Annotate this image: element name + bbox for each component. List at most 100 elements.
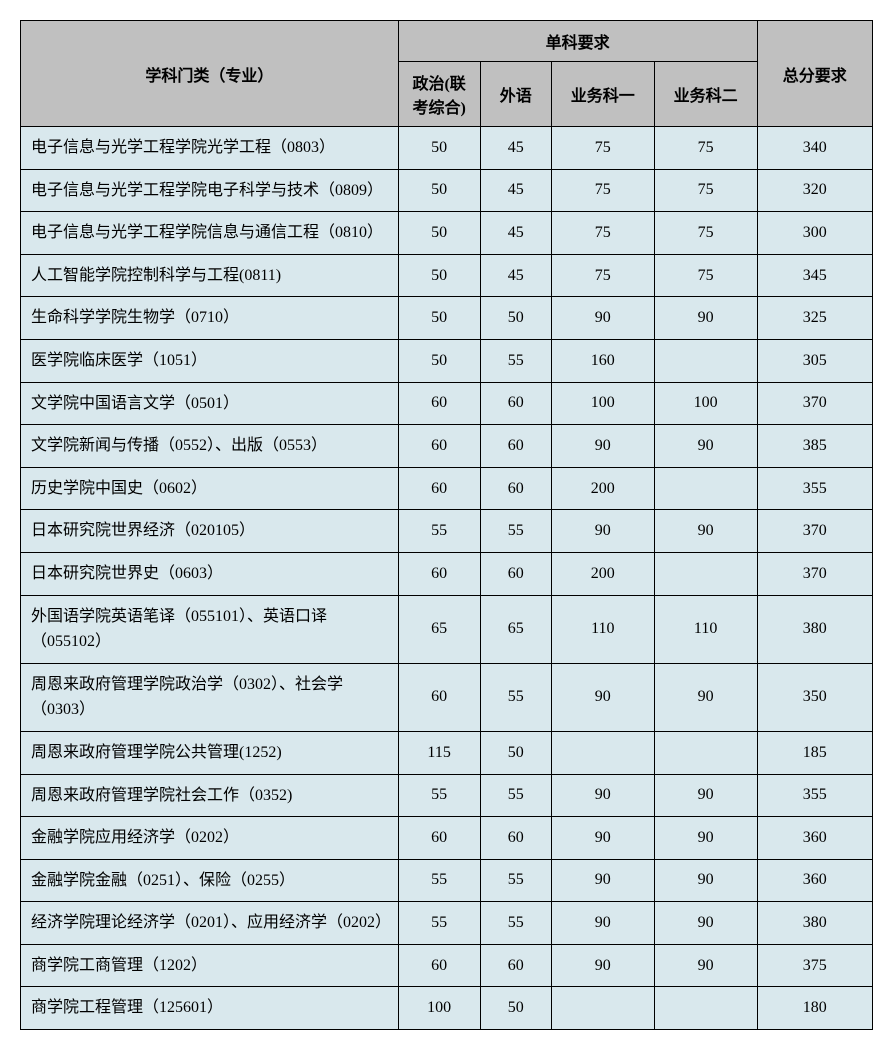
cell-s1: 60 bbox=[398, 425, 480, 468]
header-sub3: 业务科一 bbox=[551, 62, 654, 127]
cell-s3 bbox=[551, 731, 654, 774]
subject-name-cell: 金融学院金融（0251）、保险（0255） bbox=[21, 859, 399, 902]
cell-s2: 55 bbox=[480, 510, 551, 553]
cell-s2: 45 bbox=[480, 169, 551, 212]
cell-s3: 90 bbox=[551, 297, 654, 340]
cell-s2: 55 bbox=[480, 859, 551, 902]
cell-s3: 90 bbox=[551, 774, 654, 817]
cell-total: 375 bbox=[757, 944, 872, 987]
table-row: 商学院工程管理（125601）10050 180 bbox=[21, 987, 873, 1030]
cell-s4: 100 bbox=[654, 382, 757, 425]
subject-name-cell: 经济学院理论经济学（0201）、应用经济学（0202） bbox=[21, 902, 399, 945]
cell-s2: 55 bbox=[480, 902, 551, 945]
cell-total: 320 bbox=[757, 169, 872, 212]
cell-s4: 90 bbox=[654, 510, 757, 553]
table-row: 经济学院理论经济学（0201）、应用经济学（0202）55559090380 bbox=[21, 902, 873, 945]
cell-s1: 55 bbox=[398, 859, 480, 902]
cell-s3: 90 bbox=[551, 902, 654, 945]
cell-s2: 55 bbox=[480, 663, 551, 731]
cell-s1: 65 bbox=[398, 595, 480, 663]
cell-s4: 90 bbox=[654, 663, 757, 731]
cell-s3: 200 bbox=[551, 552, 654, 595]
cell-s3: 90 bbox=[551, 663, 654, 731]
cell-s1: 100 bbox=[398, 987, 480, 1030]
cell-s4 bbox=[654, 731, 757, 774]
table-row: 金融学院金融（0251）、保险（0255）55559090360 bbox=[21, 859, 873, 902]
cell-s1: 50 bbox=[398, 169, 480, 212]
cell-s1: 50 bbox=[398, 127, 480, 170]
cell-s1: 50 bbox=[398, 212, 480, 255]
cell-s1: 60 bbox=[398, 817, 480, 860]
table-row: 电子信息与光学工程学院信息与通信工程（0810）50457575300 bbox=[21, 212, 873, 255]
cell-s2: 55 bbox=[480, 339, 551, 382]
cell-s4 bbox=[654, 339, 757, 382]
subject-name-cell: 文学院中国语言文学（0501） bbox=[21, 382, 399, 425]
cell-s1: 50 bbox=[398, 254, 480, 297]
subject-name-cell: 周恩来政府管理学院公共管理(1252) bbox=[21, 731, 399, 774]
subject-name-cell: 医学院临床医学（1051） bbox=[21, 339, 399, 382]
cell-s1: 55 bbox=[398, 774, 480, 817]
cell-total: 370 bbox=[757, 510, 872, 553]
cell-s3: 75 bbox=[551, 127, 654, 170]
table-row: 历史学院中国史（0602）6060200355 bbox=[21, 467, 873, 510]
cell-total: 355 bbox=[757, 774, 872, 817]
subject-name-cell: 外国语学院英语笔译（055101）、英语口译（055102） bbox=[21, 595, 399, 663]
cell-s2: 60 bbox=[480, 944, 551, 987]
cell-s4 bbox=[654, 987, 757, 1030]
table-row: 日本研究院世界经济（020105）55559090370 bbox=[21, 510, 873, 553]
cell-s2: 60 bbox=[480, 817, 551, 860]
cell-s3 bbox=[551, 987, 654, 1030]
cell-total: 350 bbox=[757, 663, 872, 731]
cell-s2: 60 bbox=[480, 467, 551, 510]
cell-s4 bbox=[654, 467, 757, 510]
cell-s4: 75 bbox=[654, 254, 757, 297]
table-row: 生命科学学院生物学（0710）50509090325 bbox=[21, 297, 873, 340]
header-subject: 学科门类（专业） bbox=[21, 21, 399, 127]
cell-s3: 75 bbox=[551, 254, 654, 297]
subject-name-cell: 电子信息与光学工程学院光学工程（0803） bbox=[21, 127, 399, 170]
cell-s1: 50 bbox=[398, 339, 480, 382]
cell-total: 370 bbox=[757, 382, 872, 425]
header-sub1: 政治(联考综合) bbox=[398, 62, 480, 127]
table-row: 医学院临床医学（1051）5055160 305 bbox=[21, 339, 873, 382]
cell-s2: 50 bbox=[480, 731, 551, 774]
subject-name-cell: 商学院工程管理（125601） bbox=[21, 987, 399, 1030]
header-sub4: 业务科二 bbox=[654, 62, 757, 127]
cell-s2: 60 bbox=[480, 425, 551, 468]
cell-s2: 45 bbox=[480, 212, 551, 255]
cell-s4: 75 bbox=[654, 127, 757, 170]
cell-total: 345 bbox=[757, 254, 872, 297]
subject-name-cell: 文学院新闻与传播（0552）、出版（0553） bbox=[21, 425, 399, 468]
header-sub2: 外语 bbox=[480, 62, 551, 127]
cell-s1: 55 bbox=[398, 510, 480, 553]
table-row: 周恩来政府管理学院政治学（0302）、社会学（0303）60559090350 bbox=[21, 663, 873, 731]
cell-s4 bbox=[654, 552, 757, 595]
cell-s1: 60 bbox=[398, 663, 480, 731]
table-row: 金融学院应用经济学（0202）60609090360 bbox=[21, 817, 873, 860]
subject-name-cell: 电子信息与光学工程学院信息与通信工程（0810） bbox=[21, 212, 399, 255]
cell-total: 360 bbox=[757, 817, 872, 860]
cell-s3: 90 bbox=[551, 425, 654, 468]
cell-total: 180 bbox=[757, 987, 872, 1030]
cell-s1: 55 bbox=[398, 902, 480, 945]
header-total: 总分要求 bbox=[757, 21, 872, 127]
cell-s3: 100 bbox=[551, 382, 654, 425]
cell-total: 340 bbox=[757, 127, 872, 170]
subject-name-cell: 金融学院应用经济学（0202） bbox=[21, 817, 399, 860]
cell-total: 355 bbox=[757, 467, 872, 510]
table-row: 电子信息与光学工程学院光学工程（0803）50457575340 bbox=[21, 127, 873, 170]
cell-s2: 50 bbox=[480, 987, 551, 1030]
cell-s4: 90 bbox=[654, 902, 757, 945]
cell-total: 325 bbox=[757, 297, 872, 340]
table-row: 日本研究院世界史（0603）6060200370 bbox=[21, 552, 873, 595]
table-row: 商学院工商管理（1202）60609090375 bbox=[21, 944, 873, 987]
cell-total: 185 bbox=[757, 731, 872, 774]
cell-s1: 50 bbox=[398, 297, 480, 340]
cell-s3: 75 bbox=[551, 169, 654, 212]
cell-total: 305 bbox=[757, 339, 872, 382]
requirements-table: 学科门类（专业） 单科要求 总分要求 政治(联考综合) 外语 业务科一 业务科二… bbox=[20, 20, 873, 1030]
cell-s3: 160 bbox=[551, 339, 654, 382]
subject-name-cell: 日本研究院世界史（0603） bbox=[21, 552, 399, 595]
cell-total: 380 bbox=[757, 595, 872, 663]
subject-name-cell: 历史学院中国史（0602） bbox=[21, 467, 399, 510]
